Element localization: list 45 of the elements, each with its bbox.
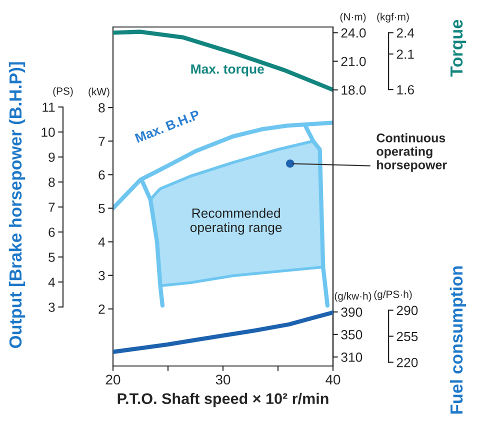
y-tick-label: 2 [98, 304, 105, 314]
y-tick-label: 8 [98, 103, 105, 112]
y2-axis-title: (N·m) [340, 12, 366, 23]
text: Output [Brake horsepower (B.H.P)] [8, 62, 26, 348]
y3-tick-label: 310 [341, 352, 362, 362]
y3-tick-label: 390 [341, 308, 362, 317]
y2-tick-label: 1.6 [397, 85, 414, 94]
y2-tick-label: 24.0 [341, 28, 366, 38]
y3-axis-title: (g/kw·h) [334, 292, 372, 302]
y-tick-label: 8 [48, 178, 55, 187]
y3-tick-label: 255 [396, 332, 418, 342]
text: Fuel consumption [450, 266, 466, 414]
y-tick-label: 9 [48, 152, 55, 162]
y2-tick-label: 18.0 [342, 85, 366, 95]
y-tick-label: 3 [98, 270, 105, 280]
y3-axis-title: (g/PS·h) [374, 290, 412, 300]
y-tick-label: 4 [48, 278, 55, 287]
y-tick-label: 5 [98, 204, 105, 214]
y-tick-label: 11 [42, 102, 55, 112]
text: Max. B.H.P [134, 110, 200, 143]
x-tick-label: 40 [326, 374, 340, 385]
y-tick-label: 7 [48, 202, 55, 212]
series-label: Max. torque [191, 64, 264, 76]
y2-tick-label: 2.1 [396, 50, 414, 59]
y-tick-label: 10 [42, 128, 55, 137]
y3-tick-label: 350 [341, 330, 362, 340]
y-tick-label: 7 [98, 136, 105, 146]
x-axis-title: P.T.O. Shaft speed × 10² r/min [118, 392, 328, 408]
y3-tick-label: 290 [396, 306, 418, 316]
y2-axis-title: (kgf·m) [377, 12, 409, 23]
x-tick-label: 20 [106, 374, 120, 385]
y-axis-title: (PS) [53, 87, 73, 97]
y-axis-title: (kW) [88, 88, 110, 98]
annotation: Continuous operating horsepower [376, 133, 447, 172]
y2-tick-label: 21.0 [341, 56, 366, 66]
y-tick-label: 3 [48, 302, 55, 312]
text: Recommended operating range [190, 208, 282, 235]
y-tick-label: 5 [48, 252, 55, 262]
y-tick-label: 6 [98, 170, 105, 180]
y3-tick-label: 220 [396, 358, 418, 368]
y-tick-label: 6 [48, 228, 55, 237]
x-tick-label: 30 [216, 374, 230, 385]
y2-tick-label: 2.4 [396, 28, 414, 38]
y-tick-label: 4 [98, 238, 105, 247]
text: Torque [450, 20, 466, 77]
